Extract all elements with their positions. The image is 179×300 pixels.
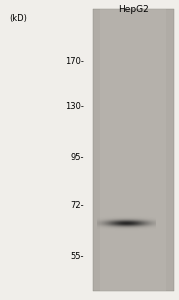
Text: (kD): (kD)	[9, 14, 27, 22]
Text: 130-: 130-	[65, 102, 84, 111]
Text: 95-: 95-	[71, 153, 84, 162]
FancyBboxPatch shape	[93, 9, 174, 291]
Text: 170-: 170-	[65, 57, 84, 66]
Text: HepG2: HepG2	[118, 4, 149, 14]
FancyBboxPatch shape	[100, 9, 166, 291]
Text: 55-: 55-	[71, 252, 84, 261]
Text: 72-: 72-	[71, 201, 84, 210]
